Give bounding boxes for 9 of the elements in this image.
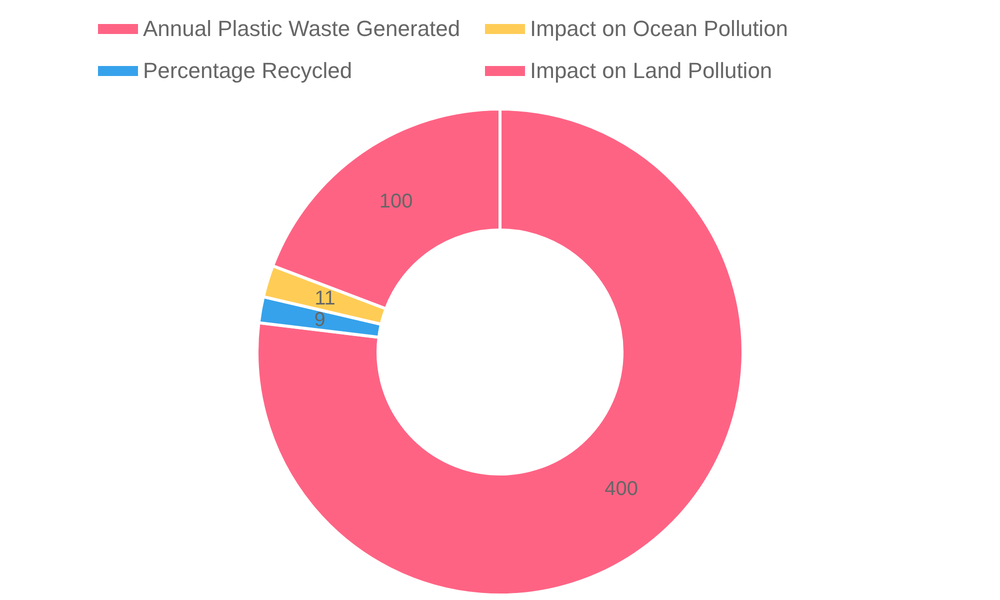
data-label: 400 xyxy=(604,478,638,500)
donut-slice xyxy=(256,108,744,596)
legend-label: Impact on Land Pollution xyxy=(530,58,772,83)
data-label: 100 xyxy=(379,190,413,212)
legend-label: Percentage Recycled xyxy=(143,58,352,83)
data-label: 9 xyxy=(314,309,326,332)
data-label: 11 xyxy=(314,288,336,310)
legend-label: Impact on Ocean Pollution xyxy=(530,16,788,41)
legend-label: Annual Plastic Waste Generated xyxy=(143,16,460,41)
